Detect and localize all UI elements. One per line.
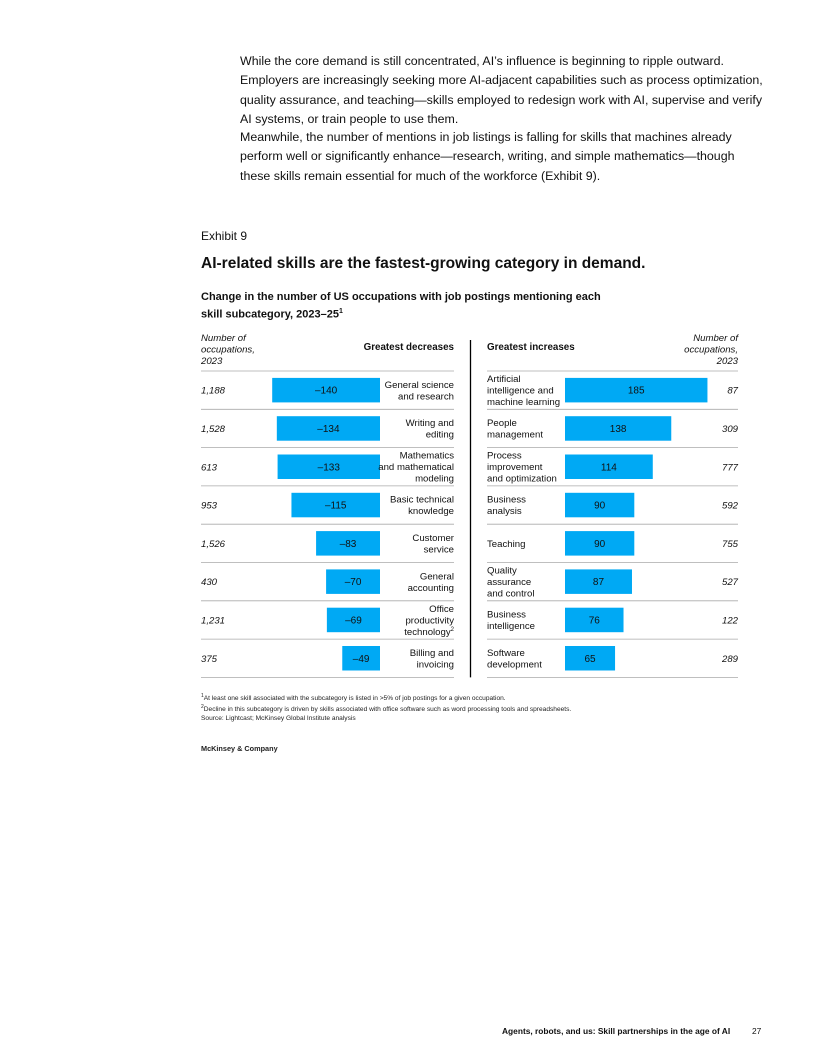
increase-value-label: 90 bbox=[594, 539, 606, 550]
increase-value-label: 76 bbox=[589, 615, 601, 626]
exhibit-label: Exhibit 9 bbox=[201, 229, 248, 243]
decrease-category-label: General accounting bbox=[408, 571, 454, 594]
increase-value-label: 90 bbox=[594, 501, 606, 512]
increase-bar bbox=[565, 454, 653, 479]
increase-bar bbox=[565, 569, 632, 594]
decrease-category-label: Office productivity technology2 bbox=[404, 604, 454, 638]
increase-value-label: 65 bbox=[584, 654, 596, 665]
decrease-category-label: Billing and invoicing bbox=[410, 648, 454, 671]
increase-occupations-2023: 309 bbox=[722, 424, 739, 435]
decrease-occupations-2023: 430 bbox=[201, 577, 218, 588]
footnote-1-text: At least one skill associated with the s… bbox=[203, 695, 506, 703]
chart-subtitle: Change in the number of US occupations w… bbox=[201, 291, 601, 322]
footnote-1: 1At least one skill associated with the … bbox=[201, 692, 571, 703]
increase-bar bbox=[565, 377, 708, 403]
increase-category-label: Teaching bbox=[487, 539, 525, 550]
increase-bar bbox=[565, 416, 672, 441]
column-header-left: Number of occupations, 2023 bbox=[200, 333, 255, 367]
decrease-value-label: –133 bbox=[318, 462, 341, 473]
increase-occupations-2023: 122 bbox=[722, 615, 739, 626]
decrease-bar bbox=[277, 454, 380, 479]
increase-bar bbox=[565, 646, 616, 671]
source-note: Source: Lightcast; McKinsey Global Insti… bbox=[201, 714, 356, 722]
footnote-2-marker: 2 bbox=[201, 704, 204, 711]
running-title: Agents, robots, and us: Skill partnershi… bbox=[502, 1026, 731, 1036]
increase-occupations-2023: 777 bbox=[722, 462, 739, 473]
increase-bar bbox=[565, 492, 635, 518]
decrease-value-label: –115 bbox=[325, 501, 347, 512]
decrease-category-label: Customer service bbox=[412, 533, 454, 556]
increase-category-label: Process improvement and optimization bbox=[487, 451, 557, 485]
decrease-occupations-2023: 1,188 bbox=[201, 386, 226, 397]
decrease-value-label: –70 bbox=[345, 577, 362, 588]
increase-occupations-2023: 289 bbox=[721, 654, 739, 665]
increase-occupations-2023: 527 bbox=[722, 577, 739, 588]
footnotes: 1At least one skill associated with the … bbox=[201, 692, 571, 723]
decrease-value-label: –83 bbox=[340, 539, 357, 550]
decrease-bar bbox=[272, 377, 380, 403]
increase-value-label: 138 bbox=[610, 424, 627, 435]
decrease-bar bbox=[326, 607, 380, 633]
decrease-bar bbox=[316, 531, 380, 556]
increase-category-label: Artificial intelligence and machine learni… bbox=[487, 374, 560, 408]
increase-occupations-2023: 87 bbox=[727, 386, 738, 397]
decrease-occupations-2023: 1,231 bbox=[201, 615, 225, 626]
decrease-bar bbox=[291, 492, 380, 518]
footnote-2: 2Decline in this subcategory is driven b… bbox=[201, 703, 571, 714]
decrease-value-label: –49 bbox=[353, 654, 370, 665]
decrease-category-label: General science and research bbox=[385, 380, 454, 403]
decrease-bar bbox=[276, 416, 380, 441]
increase-category-label: Business intelligence bbox=[487, 610, 535, 633]
increase-occupations-2023: 592 bbox=[722, 501, 739, 512]
decrease-category-label: Basic technical knowledge bbox=[390, 495, 454, 518]
increase-occupations-2023: 755 bbox=[722, 539, 739, 550]
increase-bar bbox=[565, 531, 635, 556]
increase-category-label: Business analysis bbox=[487, 495, 526, 518]
increase-value-label: 87 bbox=[593, 577, 605, 588]
increase-value-label: 185 bbox=[628, 386, 645, 397]
decrease-occupations-2023: 375 bbox=[201, 654, 218, 665]
decreases-header: Greatest decreases bbox=[364, 342, 455, 353]
decrease-value-label: –69 bbox=[345, 615, 362, 626]
footnote-1-marker: 1 bbox=[201, 693, 204, 699]
decrease-value-label: –140 bbox=[315, 386, 338, 397]
decrease-category-label: Mathematics and mathematical modeling bbox=[378, 451, 454, 485]
increase-category-label: People management bbox=[487, 418, 543, 441]
increases-header: Greatest increases bbox=[487, 342, 575, 353]
page-number: 27 bbox=[752, 1026, 762, 1036]
chart-subtitle-text: Change in the number of US occupations w… bbox=[201, 291, 601, 321]
decrease-occupations-2023: 613 bbox=[201, 462, 218, 473]
skills-bar-chart: Number of occupations, 2023 Number of occupa… bbox=[200, 333, 739, 678]
decrease-occupations-2023: 1,528 bbox=[201, 424, 226, 435]
decrease-value-label: –134 bbox=[317, 424, 340, 435]
decrease-bar bbox=[342, 646, 380, 671]
footnote-2-text: Decline in this subcategory is driven by… bbox=[203, 706, 572, 714]
increase-value-label: 114 bbox=[601, 462, 617, 473]
body-paragraph-1: While the core demand is still concentra… bbox=[240, 54, 763, 126]
column-header-right: Number of occupations, 2023 bbox=[684, 333, 739, 367]
decrease-category-label: Writing and editing bbox=[406, 418, 454, 441]
increase-category-label: Quality assurance and control bbox=[487, 566, 534, 600]
chart-subtitle-footnote-marker: 1 bbox=[339, 307, 343, 315]
increase-bar bbox=[565, 607, 624, 633]
decrease-bar bbox=[326, 569, 380, 594]
decrease-occupations-2023: 953 bbox=[201, 501, 218, 512]
increase-category-label: Software development bbox=[487, 648, 542, 671]
decrease-occupations-2023: 1,526 bbox=[201, 539, 226, 550]
body-paragraph-2: Meanwhile, the number of mentions in job… bbox=[240, 130, 735, 183]
exhibit-title: AI-related skills are the fastest-growin… bbox=[201, 255, 646, 272]
brand-name: McKinsey & Company bbox=[201, 744, 278, 753]
